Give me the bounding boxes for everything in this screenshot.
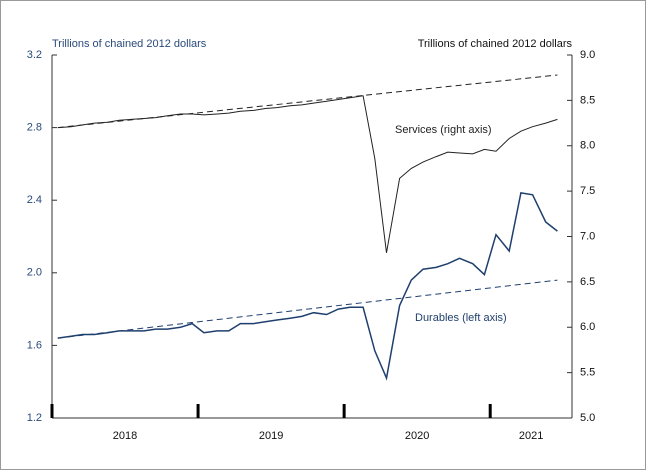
y2-tick-label: 7.5 <box>580 185 595 197</box>
data-line <box>57 95 558 253</box>
series-label: Durables (left axis) <box>415 312 507 324</box>
y-axis-title: Trillions of chained 2012 dollars <box>52 38 207 50</box>
trend-line <box>57 279 558 339</box>
x-tick-label: 2021 <box>519 430 543 442</box>
y-tick-label: 3.2 <box>27 49 42 61</box>
y-tick-label: 2.0 <box>27 267 42 279</box>
data-line <box>57 192 558 381</box>
y2-tick-label: 5.0 <box>580 412 595 424</box>
y-tick-label: 1.2 <box>27 412 42 424</box>
y2-tick-label: 6.0 <box>580 321 595 333</box>
y2-tick-label: 9.0 <box>580 49 595 61</box>
x-tick-label: 2020 <box>405 430 429 442</box>
y2-tick-label: 5.5 <box>580 367 595 379</box>
y2-tick-label: 8.5 <box>580 94 595 106</box>
y-tick-label: 1.6 <box>27 339 42 351</box>
series-label: Services (right axis) <box>395 124 492 136</box>
y2-tick-label: 8.0 <box>580 140 595 152</box>
y-tick-label: 2.4 <box>27 194 42 206</box>
y-tick-label: 2.8 <box>27 122 42 134</box>
y2-axis-title: Trillions of chained 2012 dollars <box>418 38 573 50</box>
y2-tick-label: 6.5 <box>580 276 595 288</box>
x-tick-label: 2018 <box>113 430 137 442</box>
x-tick-label: 2019 <box>259 430 283 442</box>
y2-tick-label: 7.0 <box>580 230 595 242</box>
